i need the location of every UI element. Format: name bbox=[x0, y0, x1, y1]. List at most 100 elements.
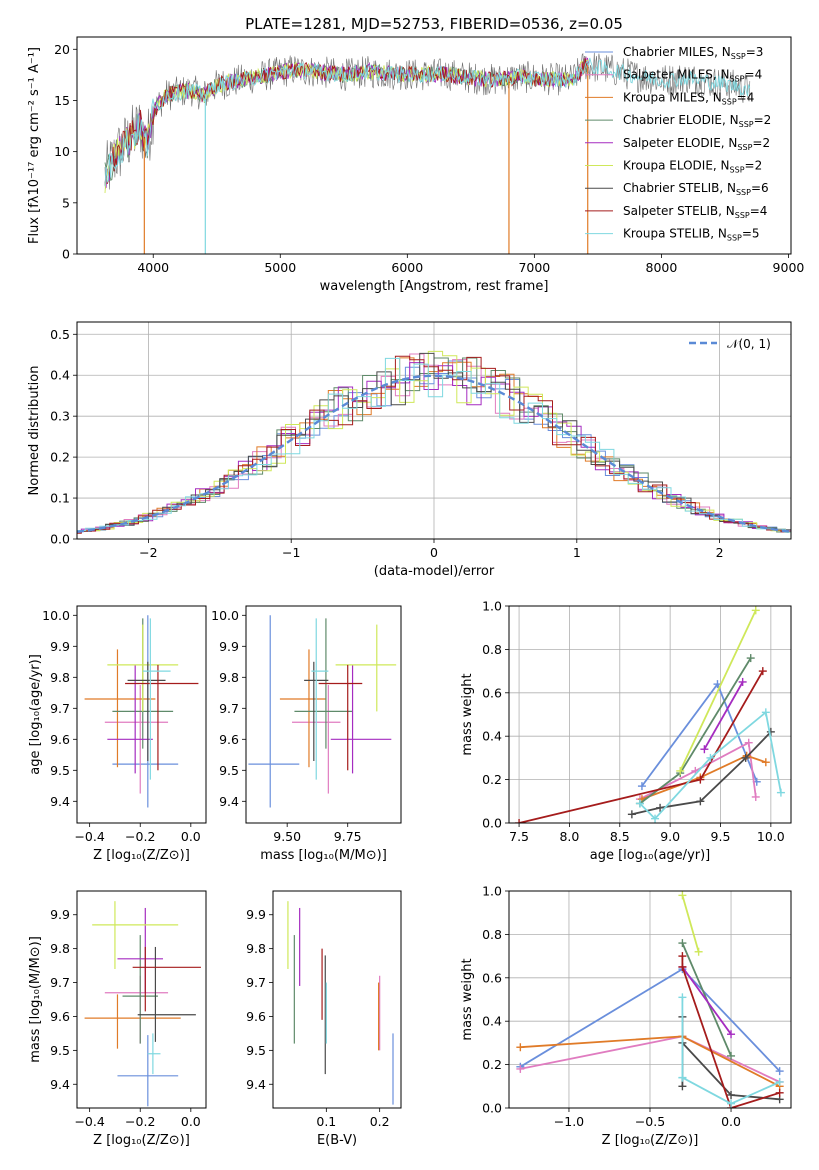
x-axis-label: Z [log₁₀(Z/Z⊙)] bbox=[93, 848, 190, 863]
age-vs-Z-panel: −0.4 −0.2 0.0 9.4 9.5 9.6 9.7 9.8 9.9 10.0 Z [log₁… bbox=[28, 605, 207, 863]
mass-weight-marker bbox=[746, 654, 755, 663]
error-bar-point bbox=[84, 994, 181, 1049]
error-bar-point bbox=[137, 946, 196, 1042]
mass-weight-line bbox=[518, 670, 764, 823]
x-tick-label: 9.5 bbox=[711, 829, 731, 844]
residual-histogram bbox=[77, 352, 791, 533]
legend-entry: Kroupa ELODIE, NSSP=2 bbox=[623, 159, 762, 175]
y-tick-label: 9.9 bbox=[246, 907, 266, 922]
y-tick-label: 9.6 bbox=[50, 732, 70, 747]
mass-weight-marker bbox=[516, 1064, 525, 1073]
spectrum-line bbox=[104, 57, 751, 187]
error-bar-point bbox=[335, 624, 397, 712]
mass-weight-marker bbox=[758, 667, 767, 676]
mass-weight-marker bbox=[656, 803, 665, 812]
y-tick-label: 1.0 bbox=[482, 599, 502, 614]
y-tick-label: 5 bbox=[62, 195, 70, 210]
y-axis-label: age [log₁₀(age/yr)] bbox=[28, 654, 43, 775]
x-tick-label: 7.5 bbox=[509, 829, 529, 844]
mass-weight-line bbox=[703, 681, 744, 750]
mass-weight-marker bbox=[678, 962, 687, 971]
error-bar-point bbox=[132, 946, 201, 1012]
x-tick-label: 0.0 bbox=[181, 829, 201, 844]
y-tick-label: 9.5 bbox=[50, 1043, 70, 1058]
y-tick-label: 9.6 bbox=[50, 1009, 70, 1024]
error-bar-point bbox=[104, 975, 169, 1044]
figure-title: PLATE=1281, MJD=52753, FIBERID=0536, z=0… bbox=[245, 15, 623, 33]
mass-vs-Z-panel: −0.4 −0.2 0.0 9.4 9.5 9.6 9.7 9.8 9.9 Z [log₁₀(Z/… bbox=[28, 890, 207, 1148]
mass-weight-line bbox=[641, 754, 767, 800]
mass-weight-marker bbox=[727, 1030, 736, 1039]
weight-vs-age-panel: 7.5 8.0 8.5 9.0 9.5 10.0 0.0 0.2 0.4 0.6 0.8 1.0 age… bbox=[460, 599, 792, 863]
error-bar-point bbox=[125, 664, 199, 771]
spectrum-marks bbox=[104, 52, 751, 254]
x-tick-label: 9.0 bbox=[660, 829, 680, 844]
y-tick-label: 9.7 bbox=[50, 701, 70, 716]
y-tick-label: 9.9 bbox=[219, 639, 239, 654]
mass-weight-marker bbox=[678, 891, 687, 900]
mass-weight-marker bbox=[775, 1088, 784, 1097]
mass-weight-marker bbox=[751, 606, 760, 615]
x-axis-label: (data-model)/error bbox=[374, 564, 495, 579]
legend-entry: Salpeter MILES, NSSP=4 bbox=[623, 68, 762, 84]
x-tick-label: 9.75 bbox=[334, 829, 362, 844]
error-bar-point bbox=[318, 664, 363, 771]
y-tick-label: 9.8 bbox=[219, 670, 239, 685]
age-vs-mass-marks bbox=[248, 615, 397, 808]
legend-entry: Kroupa STELIB, NSSP=5 bbox=[623, 227, 760, 243]
x-axis-label: E(B-V) bbox=[317, 1133, 357, 1148]
mass-vs-Z-marks bbox=[84, 901, 201, 1107]
x-axis-label: Z [log₁₀(Z/Z⊙)] bbox=[602, 1133, 699, 1148]
legend-entry: Salpeter ELODIE, NSSP=2 bbox=[623, 136, 770, 152]
error-bar-point bbox=[107, 624, 179, 712]
mass-weight-marker bbox=[696, 797, 705, 806]
residuals-marks bbox=[77, 350, 791, 534]
y-tick-label: 0.6 bbox=[482, 685, 502, 700]
x-axis-label: Z [log₁₀(Z/Z⊙)] bbox=[93, 1133, 190, 1148]
x-tick-label: 6000 bbox=[391, 260, 423, 275]
legend-entry: Chabrier MILES, NSSP=3 bbox=[623, 45, 763, 61]
mass-weight-marker bbox=[637, 782, 646, 791]
x-tick-label: 9000 bbox=[773, 260, 805, 275]
y-axis-label: Flux [fλ10⁻¹⁷ erg cm⁻² s⁻¹ A⁻¹] bbox=[27, 47, 42, 244]
x-tick-label: 8.0 bbox=[559, 829, 579, 844]
mass-weight-marker bbox=[775, 1077, 784, 1086]
y-tick-label: 9.7 bbox=[246, 975, 266, 990]
mass-weight-line bbox=[639, 710, 782, 821]
mass-weight-marker bbox=[776, 788, 785, 797]
mass-weight-line bbox=[681, 997, 781, 1105]
spectrum-line bbox=[104, 58, 589, 186]
legend-entry: Kroupa MILES, NSSP=4 bbox=[623, 90, 754, 106]
y-tick-label: 0 bbox=[62, 247, 70, 262]
residual-histogram bbox=[77, 350, 791, 533]
mass-weight-marker bbox=[727, 1090, 736, 1099]
x-tick-label: 0.1 bbox=[316, 1114, 336, 1129]
x-tick-label: 8.5 bbox=[610, 829, 630, 844]
y-tick-label: 0.0 bbox=[482, 816, 502, 831]
error-bar-point bbox=[117, 1035, 179, 1107]
mass-weight-marker bbox=[700, 745, 709, 754]
mass-weight-line bbox=[681, 966, 732, 1035]
error-bar-point bbox=[92, 901, 179, 969]
y-tick-label: 0.4 bbox=[50, 368, 70, 383]
y-tick-label: 0.6 bbox=[482, 970, 502, 985]
y-tick-label: 10 bbox=[54, 144, 70, 159]
weight-vs-Z-panel: −1.0 −0.5 0.0 0.0 0.2 0.4 0.6 0.8 1.0 Z [log₁₀(Z/… bbox=[460, 884, 792, 1148]
y-tick-label: 0.2 bbox=[50, 450, 70, 465]
y-tick-label: 0.8 bbox=[482, 927, 502, 942]
mass-weight-marker bbox=[694, 947, 703, 956]
y-tick-label: 9.6 bbox=[246, 1009, 266, 1024]
mass-weight-marker bbox=[676, 766, 685, 775]
y-tick-label: 0.0 bbox=[50, 532, 70, 547]
mass-weight-marker bbox=[706, 753, 715, 762]
legend-entry: 𝒩(0, 1) bbox=[727, 337, 771, 351]
y-tick-label: 9.5 bbox=[50, 763, 70, 778]
x-tick-label: 0.0 bbox=[181, 1114, 201, 1129]
x-tick-label: 2 bbox=[716, 545, 724, 560]
error-bar-point bbox=[248, 615, 300, 808]
mass-weight-marker bbox=[761, 758, 770, 767]
y-tick-label: 9.4 bbox=[50, 794, 70, 809]
y-tick-label: 9.6 bbox=[219, 732, 239, 747]
x-tick-label: −1.0 bbox=[554, 1114, 584, 1129]
y-tick-label: 9.4 bbox=[246, 1077, 266, 1092]
